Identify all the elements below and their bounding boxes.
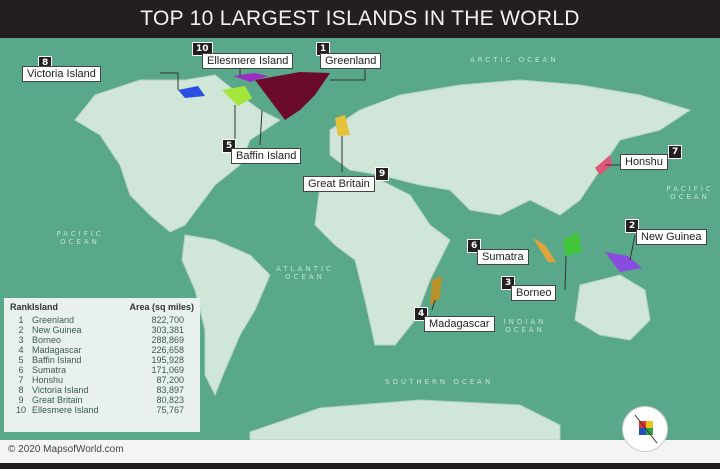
area-cell: 80,823 (156, 395, 184, 405)
island-label-victoria: Victoria Island (22, 66, 101, 82)
table-row: 1 Greenland 822,700 (10, 315, 194, 325)
ocean-label: PACIFIC OCEAN (56, 230, 104, 246)
newguinea-shape (605, 252, 642, 272)
australia (574, 274, 651, 341)
area-cell: 83,897 (156, 385, 184, 395)
table-row: 7 Honshu 87,200 (10, 375, 194, 385)
column-header: Rank (10, 302, 33, 312)
area-cell: 303,381 (151, 325, 184, 335)
island-label-great-britain: Great Britain (303, 176, 375, 192)
island-label-sumatra: Sumatra (477, 249, 529, 265)
copyright: © 2020 MapsofWorld.com (8, 444, 124, 455)
column-header: Island (32, 302, 59, 312)
table-row: 6 Sumatra 171,069 (10, 365, 194, 375)
table-row: 2 New Guinea 303,381 (10, 325, 194, 335)
island-label-borneo: Borneo (511, 285, 557, 301)
rank-cell: 4 (18, 345, 24, 355)
rank-cell: 8 (18, 385, 24, 395)
rank-cell: 5 (18, 355, 24, 365)
island-label-ellesmere: Ellesmere Island (202, 53, 294, 69)
rank-cell: 1 (18, 315, 24, 325)
north-america (74, 74, 281, 233)
rank-cell: 10 (16, 405, 27, 415)
area-cell: 171,069 (151, 365, 184, 375)
rank-cell: 7 (18, 375, 24, 385)
britain-shape (335, 115, 350, 136)
rank-badge: 2 (625, 219, 640, 233)
footer: © 2020 MapsofWorld.com (0, 440, 720, 469)
column-header: Area (sq miles) (129, 302, 194, 312)
ocean-label: SOUTHERN OCEAN (385, 378, 494, 386)
ellesmere-shape (233, 73, 268, 82)
rank-badge: 9 (375, 167, 390, 181)
ocean-label: INDIAN OCEAN (503, 318, 547, 334)
rank-cell: 6 (18, 365, 24, 375)
ocean-label: ARCTIC OCEAN (470, 56, 559, 64)
island-label-new-guinea: New Guinea (636, 229, 707, 245)
baffin-shape (222, 86, 252, 106)
island-cell: Madagascar (32, 345, 82, 355)
island-cell: Ellesmere Island (32, 405, 99, 415)
greenland-shape (255, 72, 330, 120)
area-cell: 195,928 (151, 355, 184, 365)
madagascar-shape (430, 276, 442, 306)
ocean-label: ATLANTIC OCEAN (276, 265, 334, 281)
ocean-label: PACIFIC OCEAN (666, 185, 714, 201)
honshu-shape (595, 155, 612, 175)
island-label-madagascar: Madagascar (424, 316, 495, 332)
antarctica (249, 399, 561, 440)
table-row: 9 Great Britain 80,823 (10, 395, 194, 405)
mapsofworld-logo (622, 406, 668, 452)
table-row: 3 Borneo 288,869 (10, 335, 194, 345)
rank-cell: 2 (18, 325, 24, 335)
island-cell: New Guinea (32, 325, 82, 335)
area-cell: 87,200 (156, 375, 184, 385)
page-title: TOP 10 LARGEST ISLANDS IN THE WORLD (0, 0, 720, 38)
island-cell: Borneo (32, 335, 62, 345)
island-ranking-table: Rank Island Area (sq miles) 1 Greenland 82… (4, 298, 200, 432)
island-cell: Sumatra (32, 365, 67, 375)
island-label-baffin: Baffin Island (231, 148, 302, 164)
rank-badge: 7 (668, 145, 683, 159)
island-label-greenland: Greenland (320, 53, 382, 69)
rank-cell: 9 (18, 395, 24, 405)
island-cell: Victoria Island (32, 385, 89, 395)
area-cell: 226,658 (151, 345, 184, 355)
table-row: 10 Ellesmere Island 75,767 (10, 405, 194, 415)
area-cell: 822,700 (151, 315, 184, 325)
table-row: 4 Madagascar 226,658 (10, 345, 194, 355)
africa (314, 179, 451, 346)
table-row: 5 Baffin Island 195,928 (10, 355, 194, 365)
area-cell: 288,869 (151, 335, 184, 345)
area-cell: 75,767 (156, 405, 184, 415)
world-map (74, 60, 692, 440)
island-cell: Great Britain (32, 395, 83, 405)
europe-asia (329, 79, 692, 216)
south-america (181, 234, 271, 397)
sumatra-shape (533, 238, 556, 262)
victoria-shape (178, 86, 205, 98)
rank-cell: 3 (18, 335, 24, 345)
island-cell: Honshu (32, 375, 64, 385)
island-label-honshu: Honshu (620, 154, 668, 170)
island-cell: Greenland (32, 315, 75, 325)
island-cell: Baffin Island (32, 355, 82, 365)
borneo-shape (563, 232, 582, 256)
table-row: 8 Victoria Island 83,897 (10, 385, 194, 395)
